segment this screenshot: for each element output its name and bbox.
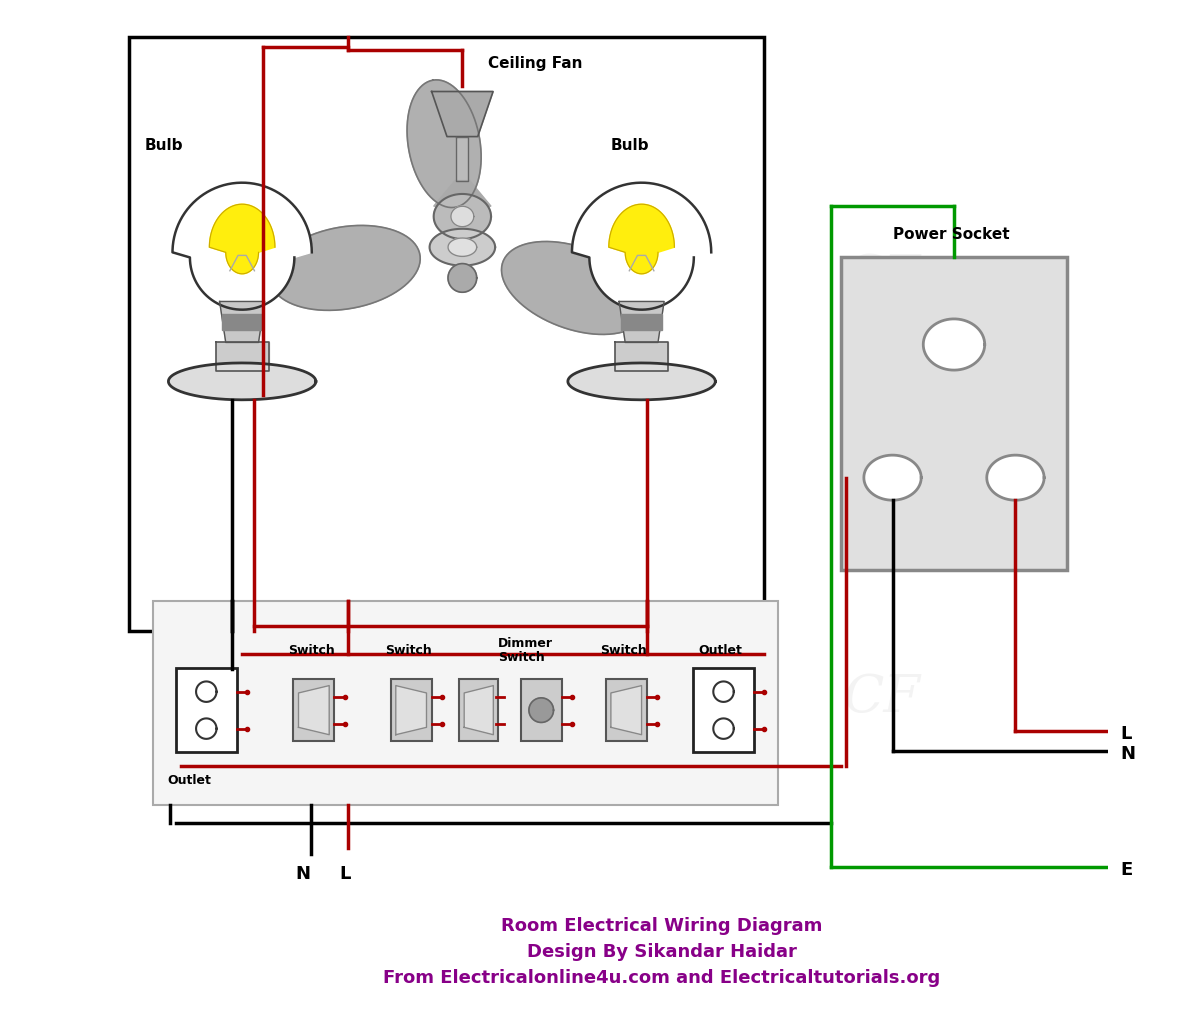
Polygon shape [431,91,493,137]
FancyBboxPatch shape [293,680,335,740]
Text: CF: CF [843,436,921,488]
Polygon shape [451,206,474,227]
FancyBboxPatch shape [391,680,431,740]
Text: CF: CF [557,253,634,303]
Polygon shape [216,342,269,371]
Polygon shape [270,226,420,310]
Polygon shape [456,137,468,181]
Text: Switch: Switch [498,651,545,664]
Text: Design By Sikandar Haidar: Design By Sikandar Haidar [528,943,797,961]
Text: Room Electrical Wiring Diagram: Room Electrical Wiring Diagram [501,917,823,936]
Text: N: N [295,865,311,883]
Polygon shape [987,455,1045,500]
Text: Outlet: Outlet [698,644,742,657]
Polygon shape [464,686,493,734]
Text: Switch: Switch [600,644,648,657]
Polygon shape [615,342,668,371]
Polygon shape [622,314,662,330]
Text: N: N [1120,746,1135,763]
Text: Bulb: Bulb [145,138,183,153]
Polygon shape [434,194,491,239]
Text: CF: CF [270,253,348,303]
Polygon shape [434,181,491,206]
FancyBboxPatch shape [152,601,778,805]
FancyBboxPatch shape [520,680,562,740]
Polygon shape [173,183,312,310]
Polygon shape [713,682,734,701]
Text: Power Socket: Power Socket [892,227,1009,242]
Text: CF: CF [557,436,634,488]
Text: CF: CF [843,253,921,303]
Polygon shape [407,80,481,207]
Text: CF: CF [270,673,348,723]
Polygon shape [222,314,262,330]
Text: From Electricalonline4u.com and Electricaltutorials.org: From Electricalonline4u.com and Electric… [384,968,941,987]
Polygon shape [219,302,264,342]
Polygon shape [501,241,647,335]
Polygon shape [923,319,985,370]
Polygon shape [609,204,674,274]
Polygon shape [448,238,476,257]
Polygon shape [863,455,921,500]
Polygon shape [197,718,217,738]
Polygon shape [619,302,665,342]
FancyBboxPatch shape [841,258,1067,570]
Text: Ceiling Fan: Ceiling Fan [488,55,582,71]
Polygon shape [713,718,734,738]
Polygon shape [430,229,495,266]
FancyBboxPatch shape [693,669,754,752]
Polygon shape [210,204,275,274]
Text: E: E [1120,861,1133,879]
FancyBboxPatch shape [175,669,237,752]
Polygon shape [529,698,554,722]
FancyBboxPatch shape [130,37,765,632]
Text: Switch: Switch [386,644,432,657]
Polygon shape [168,363,316,400]
Text: CF: CF [843,673,921,723]
Polygon shape [448,264,476,293]
Polygon shape [197,682,217,701]
Polygon shape [572,183,711,310]
Polygon shape [568,363,716,400]
Text: L: L [1120,725,1131,743]
Polygon shape [611,686,642,734]
Text: Dimmer: Dimmer [498,637,553,650]
Text: Outlet: Outlet [168,774,211,787]
Polygon shape [395,686,426,734]
FancyBboxPatch shape [606,680,647,740]
Text: CF: CF [557,673,634,723]
Polygon shape [299,686,329,734]
Text: L: L [339,865,351,883]
FancyBboxPatch shape [460,680,498,740]
Text: Bulb: Bulb [611,138,649,153]
Text: CF: CF [270,436,348,488]
Text: Switch: Switch [288,644,335,657]
